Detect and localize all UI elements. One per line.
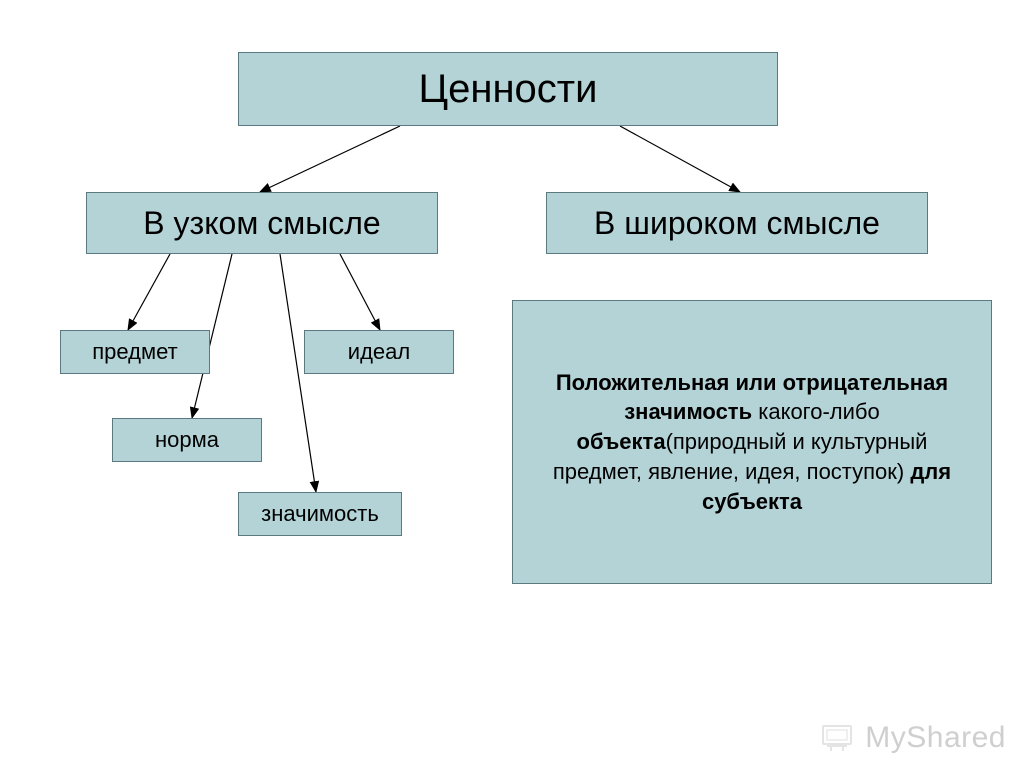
watermark: MyShared [821, 721, 1006, 755]
node-narrow-label: В узком смысле [143, 205, 380, 242]
node-root: Ценности [238, 52, 778, 126]
definition-text: Положительная или отрицательная значимос… [537, 368, 967, 516]
leaf-ideal-label: идеал [348, 339, 410, 365]
leaf-norm-label: норма [155, 427, 219, 453]
leaf-subject-label: предмет [92, 339, 177, 365]
watermark-icon [821, 723, 855, 753]
node-leaf-subject: предмет [60, 330, 210, 374]
node-leaf-ideal: идеал [304, 330, 454, 374]
leaf-signif-label: значимость [261, 501, 379, 527]
watermark-right: Shared [906, 721, 1006, 754]
node-leaf-norm: норма [112, 418, 262, 462]
node-leaf-signif: значимость [238, 492, 402, 536]
definition-box: Положительная или отрицательная значимос… [512, 300, 992, 584]
node-broad: В широком смысле [546, 192, 928, 254]
node-narrow: В узком смысле [86, 192, 438, 254]
node-broad-label: В широком смысле [594, 205, 880, 242]
node-root-label: Ценности [419, 67, 598, 112]
watermark-left: My [865, 721, 906, 754]
definition-bold2: объекта [577, 429, 666, 454]
definition-plain1: какого-либо [752, 399, 880, 424]
